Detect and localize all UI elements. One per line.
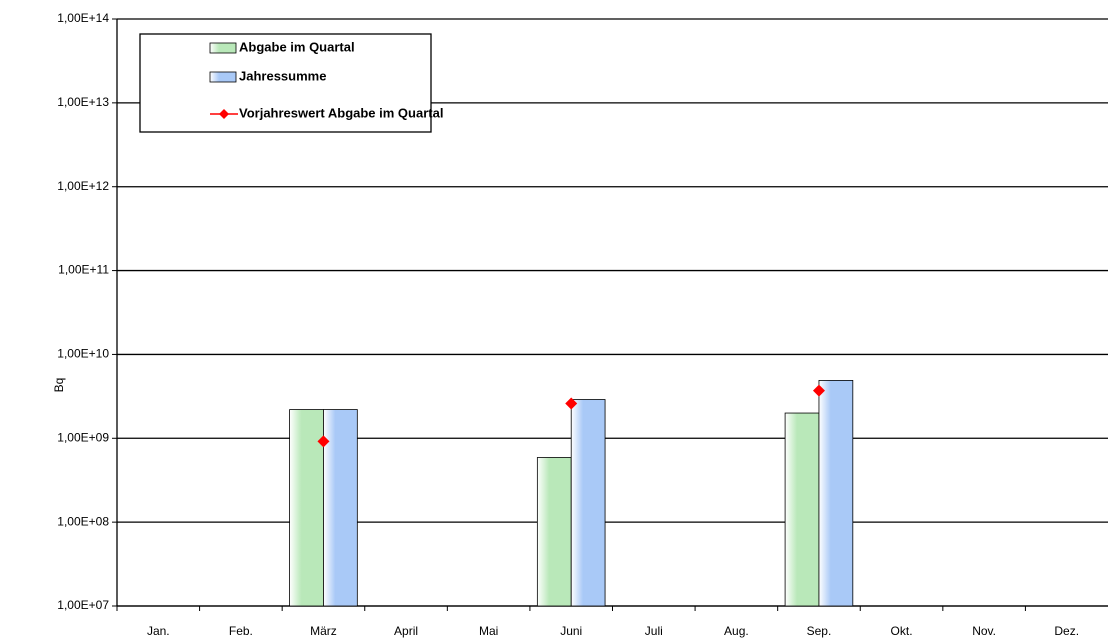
x-tick-label: Mai <box>479 624 498 638</box>
y-tick-label: 1,00E+14 <box>57 11 109 25</box>
legend-box <box>139 33 432 133</box>
x-tick-label: Feb. <box>229 624 253 638</box>
x-tick-label: März <box>310 624 337 638</box>
marker <box>317 435 330 448</box>
x-tick-label: Juni <box>560 624 582 638</box>
x-tick-label: Jan. <box>147 624 170 638</box>
y-tick-label: 1,00E+13 <box>57 95 109 109</box>
bar <box>818 380 854 607</box>
bar <box>784 412 820 607</box>
bar <box>536 457 572 607</box>
bar <box>570 399 606 607</box>
y-tick-label: 1,00E+12 <box>57 179 109 193</box>
y-tick-label: 1,00E+08 <box>57 514 109 528</box>
x-tick-label: April <box>394 624 418 638</box>
marker <box>565 397 578 410</box>
legend-marker <box>219 109 229 119</box>
y-tick-label: 1,00E+11 <box>58 263 109 277</box>
x-tick-label: Juli <box>645 624 663 638</box>
legend-swatch <box>209 42 237 54</box>
x-tick-label: Okt. <box>891 624 913 638</box>
y-tick-label: 1,00E+10 <box>57 347 109 361</box>
legend-swatch <box>209 71 237 83</box>
legend-label: Vorjahreswert Abgabe im Quartal <box>239 105 443 120</box>
bar <box>323 409 358 607</box>
y-tick-label: 1,00E+07 <box>57 598 109 612</box>
y-axis-label: Bq <box>52 378 66 393</box>
x-tick-label: Dez. <box>1054 624 1079 638</box>
x-tick-label: Aug. <box>724 624 749 638</box>
bar <box>289 409 324 607</box>
legend-label: Jahressumme <box>239 68 326 83</box>
legend-label: Abgabe im Quartal <box>239 39 355 54</box>
x-tick-label: Sep. <box>807 624 832 638</box>
marker <box>812 384 825 397</box>
x-tick-label: Nov. <box>972 624 996 638</box>
y-tick-label: 1,00E+09 <box>57 430 109 444</box>
